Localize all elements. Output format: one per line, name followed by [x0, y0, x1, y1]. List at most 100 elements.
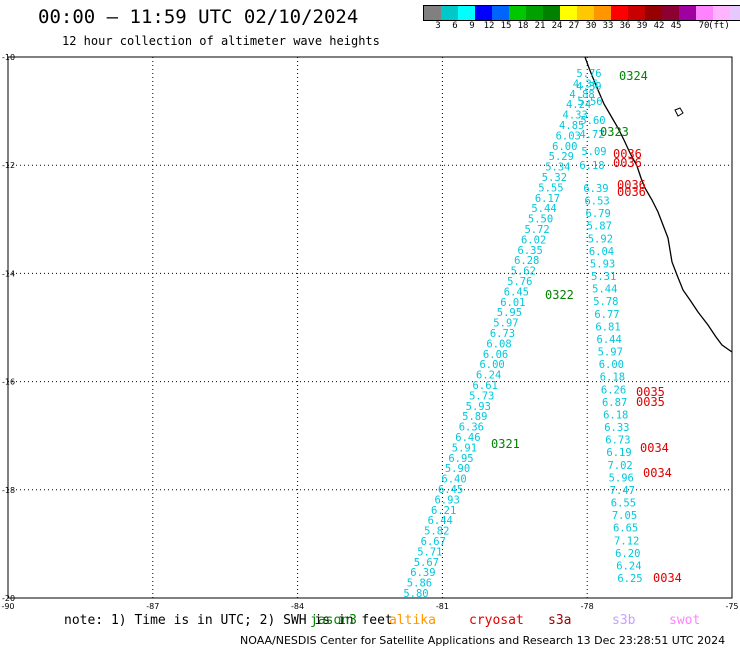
colorbar-swatch	[509, 6, 526, 20]
colorbar-label: 18	[517, 21, 529, 31]
track-a-swh-label: 5.73	[469, 390, 494, 402]
pass-time-label: 0034	[653, 571, 682, 585]
colorbar-label: 12	[483, 21, 495, 31]
y-tick-label: -18	[2, 486, 15, 495]
track-b-swh-label: 6.18	[579, 160, 604, 172]
pass-time-label: 0324	[619, 69, 648, 83]
colorbar-label: 27	[568, 21, 580, 31]
colorbar-swatch	[645, 6, 662, 20]
track-b-swh-label: 4.39	[576, 81, 601, 93]
track-b-swh-label: 6.39	[583, 183, 608, 195]
colorbar-label: 21	[534, 21, 546, 31]
track-b-swh-label: 6.81	[595, 321, 620, 333]
track-a-swh-label: 6.36	[459, 422, 484, 434]
island-icon	[674, 107, 684, 117]
map-subtitle: 12 hour collection of altimeter wave hei…	[62, 34, 380, 48]
pass-time-label: 0322	[545, 288, 574, 302]
track-b-swh-label: 5.31	[591, 271, 616, 283]
track-a-swh-label: 5.72	[524, 224, 549, 236]
colorbar-swatch	[696, 6, 713, 20]
colorbar-swatch	[611, 6, 628, 20]
track-a-swh-label: 6.61	[473, 380, 498, 392]
track-b-swh-label: 6.19	[606, 447, 631, 459]
track-a-swh-label: 6.73	[490, 328, 515, 340]
track-b-swh-label: 5.56	[577, 96, 602, 108]
track-a-swh-label: 6.21	[431, 505, 456, 517]
track-a-swh-label: 6.39	[410, 567, 435, 579]
track-b-swh-label: 6.25	[617, 573, 642, 585]
track-b-swh-label: 6.65	[613, 523, 638, 535]
colorbar-label: 42	[653, 21, 665, 31]
colorbar-swatch	[662, 6, 679, 20]
colorbar-swatch	[441, 6, 458, 20]
colorbar-label: 45	[670, 21, 682, 31]
colorbar-swatch	[730, 6, 740, 20]
x-tick-label: -75	[725, 602, 738, 611]
track-b-swh-label: 6.18	[603, 409, 628, 421]
track-a-swh-label: 4.85	[559, 120, 584, 132]
track-a-swh-label: 6.28	[514, 255, 539, 267]
track-a-swh-label: 6.00	[479, 359, 504, 371]
colorbar-swatch	[577, 6, 594, 20]
footer-credit: NOAA/NESDIS Center for Satellite Applica…	[240, 634, 726, 647]
colorbar-label: 36	[619, 21, 631, 31]
track-b-swh-label: 6.77	[594, 309, 619, 321]
mission-legend-item: altika	[389, 613, 436, 628]
peru-coastline	[584, 56, 733, 353]
pass-time-label: 0321	[491, 437, 520, 451]
track-a-swh-label: 5.80	[403, 588, 428, 600]
colorbar-label: 30	[585, 21, 597, 31]
track-b-swh-label: 6.20	[615, 548, 640, 560]
track-a-values: 5.805.866.395.675.716.675.826.446.216.93…	[403, 68, 601, 600]
mission-legend-item: cryosat	[469, 613, 524, 628]
colorbar-swatch	[713, 6, 730, 20]
pass-time-label: 0034	[643, 466, 672, 480]
track-b-swh-label: 6.44	[597, 334, 622, 346]
track-a-swh-label: 6.44	[428, 515, 453, 527]
track-b-swh-label: 6.53	[584, 196, 609, 208]
track-a-swh-label: 5.55	[538, 182, 563, 194]
track-b-swh-label: 6.00	[599, 359, 624, 371]
colorbar-swatch	[679, 6, 696, 20]
track-a-swh-label: 6.40	[441, 474, 466, 486]
track-a-swh-label: 6.02	[521, 234, 546, 246]
track-a-swh-label: 5.71	[417, 546, 442, 558]
x-tick-label: -78	[581, 602, 594, 611]
track-b-swh-label: 6.79	[586, 208, 611, 220]
track-a-swh-label: 5.82	[424, 526, 449, 538]
mission-legend-item: s3b	[612, 613, 636, 628]
x-tick-label: -87	[146, 602, 159, 611]
track-b-swh-label: 6.24	[616, 560, 641, 572]
track-a-swh-label: 5.95	[497, 307, 522, 319]
colorbar-swatch	[560, 6, 577, 20]
colorbar-label: 15	[500, 21, 512, 31]
pass-time-label: 0035	[636, 385, 665, 399]
map-title: 00:00 – 11:59 UTC 02/10/2024	[38, 6, 359, 28]
pass-time-label: 0323	[600, 125, 629, 139]
track-b-values: 6.396.536.795.875.926.045.935.315.445.78…	[576, 81, 642, 585]
track-a-swh-label: 4.36	[573, 78, 598, 90]
y-tick-label: -20	[2, 594, 15, 603]
track-a-swh-label: 4.33	[563, 110, 588, 122]
map-frame	[7, 56, 733, 599]
y-tick-label: -16	[2, 378, 15, 387]
track-b-swh-label: 5.97	[598, 347, 623, 359]
track-a-swh-label: 5.44	[531, 203, 556, 215]
track-a-swh-label: 5.97	[493, 318, 518, 330]
track-a-swh-label: 6.45	[504, 286, 529, 298]
track-a-swh-label: 4.88	[569, 89, 594, 101]
track-b-swh-label: 6.73	[605, 435, 630, 447]
track-b-swh-label: 7.02	[607, 460, 632, 472]
track-a-swh-label: 6.93	[434, 494, 459, 506]
track-a-swh-label: 6.95	[448, 453, 473, 465]
track-a-swh-label: 5.29	[549, 151, 574, 163]
colorbar-label: 24	[551, 21, 563, 31]
track-b-swh-label: 6.33	[604, 422, 629, 434]
track-b-swh-label: 7.12	[614, 535, 639, 547]
track-a-swh-label: 5.76	[576, 68, 601, 80]
colorbar-swatch	[628, 6, 645, 20]
track-a-swh-label: 5.93	[466, 401, 491, 413]
track-b-swh-label: 5.93	[590, 258, 615, 270]
colorbar-swatch	[543, 6, 560, 20]
track-b-swh-label: 5.96	[609, 472, 634, 484]
